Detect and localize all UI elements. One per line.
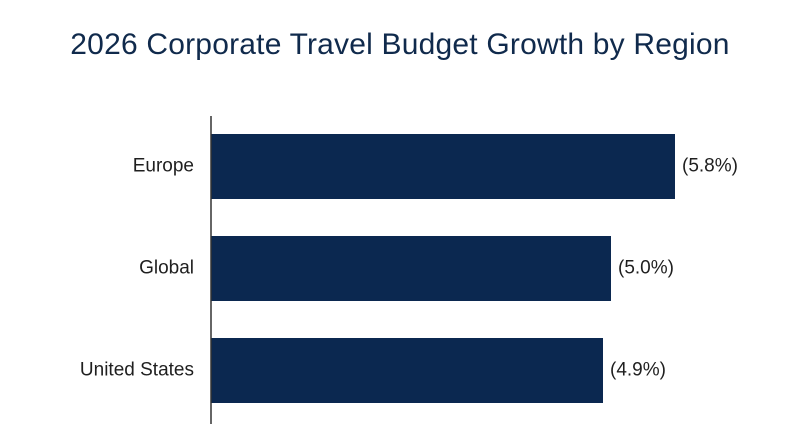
category-label-europe: Europe: [133, 156, 194, 177]
chart-title: 2026 Corporate Travel Budget Growth by R…: [70, 28, 730, 61]
bar-europe: [211, 134, 675, 199]
value-label-united-states: (4.9%): [610, 360, 666, 381]
category-label-global: Global: [139, 258, 194, 279]
bar-global: [211, 236, 611, 301]
value-label-europe: (5.8%): [682, 156, 738, 177]
bars-layer: [211, 134, 675, 403]
bar-united-states: [211, 338, 603, 403]
value-label-global: (5.0%): [618, 258, 674, 279]
category-label-united-states: United States: [80, 360, 194, 381]
labels-layer: Europe (5.8%) Global (5.0%) United States (4.…: [80, 156, 738, 381]
